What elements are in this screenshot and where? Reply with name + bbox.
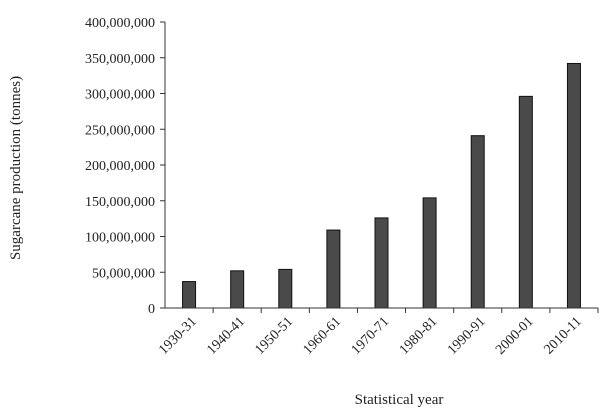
- y-tick-label: 350,000,000: [85, 52, 155, 67]
- y-tick-label: 0: [148, 302, 155, 317]
- bar-1970-71: [374, 217, 389, 309]
- bar-2000-01: [518, 95, 533, 309]
- x-tick-label: 1950-51: [252, 314, 296, 358]
- y-tick-label: 100,000,000: [85, 231, 155, 246]
- x-tick-label: 2000-01: [493, 314, 537, 358]
- y-tick-label: 400,000,000: [85, 16, 155, 31]
- y-axis: 0 50,000,000 100,000,000 150,000,000 200,000…: [85, 16, 165, 317]
- x-tick-label: 1930-31: [156, 314, 200, 358]
- x-tick-label: 1960-61: [301, 314, 345, 358]
- bar-1950-51: [278, 268, 293, 309]
- y-tick-label: 250,000,000: [85, 123, 155, 138]
- x-tick-label: 1970-71: [349, 314, 393, 358]
- y-tick-label: 150,000,000: [85, 195, 155, 210]
- bar-1960-61: [326, 229, 341, 309]
- y-tick-label: 300,000,000: [85, 88, 155, 103]
- y-axis-title: Sugarcane production (tonnes): [8, 76, 24, 260]
- x-axis: 1930-31 1940-41 1950-51 1960-61 1970-71 1980-…: [156, 308, 599, 358]
- x-tick-label: 1980-81: [397, 314, 441, 358]
- bar-1940-41: [230, 270, 245, 309]
- x-tick-label: 1990-91: [445, 314, 489, 358]
- x-axis-title: Statistical year: [355, 392, 444, 408]
- bar-2010-11: [566, 62, 581, 309]
- bar-1980-81: [422, 197, 437, 309]
- y-tick-label: 200,000,000: [85, 159, 155, 174]
- bar-1990-91: [470, 135, 485, 309]
- y-tick-label: 50,000,000: [92, 266, 155, 281]
- x-tick-label: 2010-11: [542, 314, 585, 357]
- x-tick-label: 1940-41: [204, 314, 248, 358]
- bars: [182, 62, 581, 309]
- bar-1930-31: [182, 281, 197, 309]
